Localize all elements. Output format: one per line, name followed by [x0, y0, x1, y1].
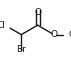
- Text: OCH₃: OCH₃: [68, 30, 71, 39]
- Text: Cl: Cl: [0, 21, 5, 30]
- Text: O: O: [34, 8, 41, 17]
- Text: O: O: [50, 30, 57, 39]
- Text: Br: Br: [16, 45, 26, 54]
